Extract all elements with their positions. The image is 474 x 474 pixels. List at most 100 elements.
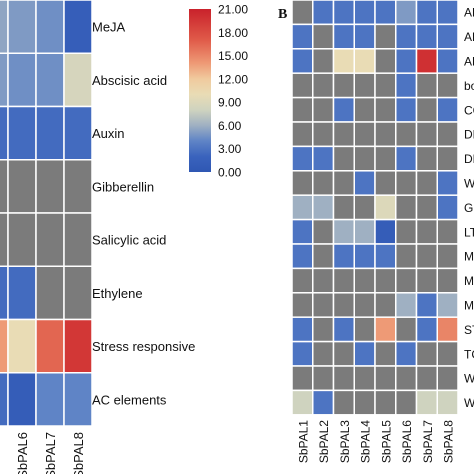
heatmap-cell-b [332,96,355,123]
heatmap-cell-a [35,372,65,427]
heatmap-cell-b [436,23,459,50]
heatmap-cell-a [0,52,9,108]
heatmap-cell-a [35,318,65,374]
panel-b-letter: B [278,7,287,22]
column-label-a: SbPAL6 [15,432,30,474]
colorbar: 21.00 18.00 15.00 12.00 9.00 6.00 3.00 0.00 [189,3,248,180]
heatmap-cell-a [35,0,65,54]
heatmap-cell-a [0,265,9,321]
heatmap-cell-a [7,0,37,54]
heatmap-cell-b [332,389,355,416]
heatmap-cell-b [395,0,418,26]
heatmap-cell-b [332,243,355,270]
heatmap-cell-a [63,318,93,374]
column-label-a: SbPAL7 [43,432,58,474]
heatmap-cell-b [291,170,314,196]
colorbar-tick-label: 15.00 [218,49,248,63]
heatmap-cell-b [312,267,335,294]
heatmap-cell-b [374,340,397,367]
heatmap-cell-b [395,243,418,270]
row-label-b: AF [464,55,474,69]
heatmap-cell-b [374,0,397,26]
row-label-b: AE [464,30,474,44]
heatmap-cell-b [291,365,314,392]
row-label-b: DF [464,128,474,142]
heatmap-cell-b [353,389,376,416]
heatmap-cell-b [395,292,418,318]
heatmap-cell-b [374,121,397,148]
heatmap-cell-b [436,170,459,196]
heatmap-cell-b [436,145,459,172]
column-label-a: SbPAL8 [71,432,86,474]
heatmap-cell-b [395,48,418,74]
column-label-b: SbPAL8 [442,420,456,463]
heatmap-cell-b [353,365,376,392]
heatmap-cell-b [312,23,335,50]
heatmap-cell-b [415,218,438,245]
row-label-a: Salicylic acid [92,233,166,248]
heatmap-cell-b [332,267,355,294]
heatmap-cell-a [0,159,9,214]
heatmap-cell-b [436,389,459,416]
heatmap-cell-b [332,145,355,172]
column-label-b: SbPAL4 [359,420,373,463]
heatmap-cell-b [436,194,459,221]
heatmap-cell-b [291,0,314,26]
heatmap-cell-b [312,292,335,318]
colorbar-tick-label: 18.00 [218,26,248,40]
heatmap-cell-b [395,365,418,392]
heatmap-cell-b [374,267,397,294]
heatmap-cell-b [353,218,376,245]
heatmap-cell-a [35,52,65,108]
colorbar-tick-label: 0.00 [218,166,242,180]
row-label-b: ME [464,274,474,288]
heatmap-cell-b [332,121,355,148]
heatmap-cell-b [415,121,438,148]
heatmap-cell-b [436,121,459,148]
heatmap-cell-b [415,194,438,221]
heatmap-cell-a [63,159,93,214]
heatmap-cell-b [332,316,355,343]
heatmap-cell-b [332,194,355,221]
heatmap-cell-a [63,372,93,427]
heatmap-cell-b [415,170,438,196]
heatmap-cell-b [353,243,376,270]
heatmap-cell-b [332,48,355,74]
row-label-b: bo [464,79,474,93]
heatmap-cell-b [436,340,459,367]
heatmap-cell-b [353,121,376,148]
row-label-b: WU [464,372,474,386]
heatmap-cell-b [374,96,397,123]
heatmap-cell-b [374,145,397,172]
heatmap-cell-b [312,48,335,74]
heatmap-cell-b [291,389,314,416]
heatmap-cell-b [395,170,418,196]
heatmap-cell-b [374,316,397,343]
heatmap-cell-b [415,23,438,50]
heatmap-cell-b [312,243,335,270]
row-label-b: Wi [464,396,474,410]
heatmap-cell-a [0,0,9,54]
heatmap-cell-a [0,318,9,374]
row-label-a: MeJA [92,20,126,35]
heatmap-cell-b [395,389,418,416]
heatmap-cell-b [415,389,438,416]
heatmap-cell-b [374,389,397,416]
colorbar-tick-label: 6.00 [218,119,242,133]
heatmap-cell-b [291,121,314,148]
heatmap-cell-b [332,0,355,26]
row-label-b: ST [464,323,474,337]
row-label-a: Stress responsive [92,339,195,354]
heatmap-cell-a [0,372,9,427]
heatmap-cell-b [332,72,355,99]
heatmap-cell-b [312,145,335,172]
row-label-b: ME [464,250,474,264]
heatmap-cell-b [415,48,438,74]
heatmap-cell-b [415,340,438,367]
heatmap-cell-b [332,292,355,318]
heatmap-cell-b [332,340,355,367]
row-label-b: TC [464,347,474,361]
colorbar-tick-label: 9.00 [218,96,242,110]
heatmap-cell-b [291,316,314,343]
